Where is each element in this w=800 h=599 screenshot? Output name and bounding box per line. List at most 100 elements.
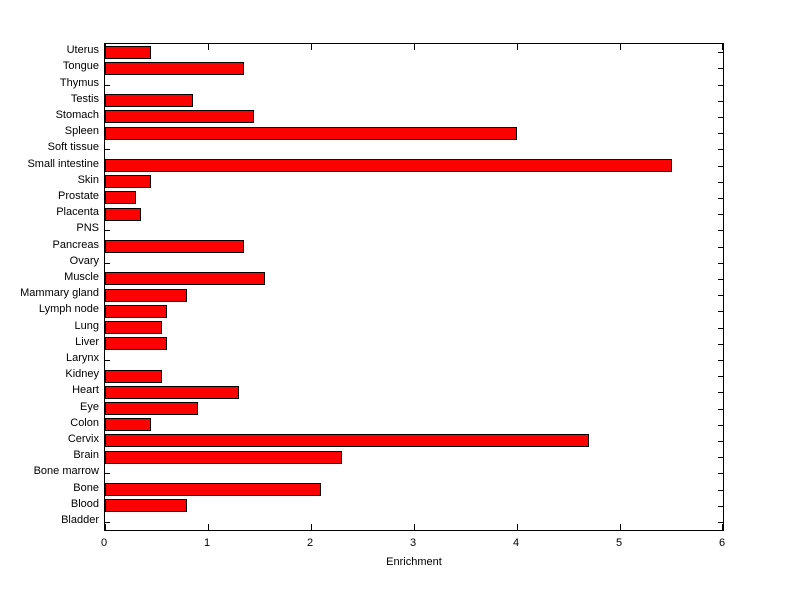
y-tick-label: Heart [72, 384, 99, 397]
bar [105, 370, 162, 383]
bar [105, 110, 254, 123]
y-tick-mark-right [718, 230, 723, 231]
x-axis-title: Enrichment [386, 556, 442, 568]
y-tick-mark-right [718, 133, 723, 134]
y-tick-label: PNS [76, 222, 99, 235]
bar [105, 386, 239, 399]
x-tick-label: 3 [409, 537, 417, 549]
y-tick-label: Brain [73, 449, 99, 462]
y-tick-mark-left [105, 85, 110, 86]
y-tick-label: Muscle [64, 270, 99, 283]
x-tick-mark-top [105, 44, 106, 50]
y-tick-label: Testis [70, 92, 99, 105]
y-tick-mark-left [105, 263, 110, 264]
y-tick-label: Tongue [62, 60, 99, 73]
y-tick-mark-right [718, 425, 723, 426]
y-axis: Uterus Tongue Thymus Testis Stomach Spleen Sof… [0, 43, 99, 531]
x-tick-mark-top [722, 44, 723, 50]
y-tick-label: Prostate [58, 189, 99, 202]
y-tick-label: Lymph node [38, 303, 99, 316]
bar [105, 483, 321, 496]
bar [105, 94, 193, 107]
y-tick-label: Kidney [65, 368, 99, 381]
y-tick-mark-left [105, 230, 110, 231]
y-tick-mark-left [105, 360, 110, 361]
bar [105, 418, 151, 431]
y-tick-label: Eye [80, 400, 99, 413]
bar [105, 499, 187, 512]
x-tick-mark-bottom [620, 524, 621, 530]
x-tick-mark-top [414, 44, 415, 50]
y-tick-mark-right [718, 166, 723, 167]
y-tick-mark-right [718, 457, 723, 458]
y-tick-label: Mammary gland [20, 287, 99, 300]
bar [105, 272, 265, 285]
x-tick-mark-bottom [311, 524, 312, 530]
x-tick-mark-bottom [105, 524, 106, 530]
bar [105, 305, 167, 318]
y-tick-mark-right [718, 490, 723, 491]
y-tick-mark-right [718, 198, 723, 199]
y-tick-mark-right [718, 214, 723, 215]
y-tick-label: Thymus [59, 76, 99, 89]
x-tick-mark-top [208, 44, 209, 50]
x-tick-label: 1 [203, 537, 211, 549]
bar [105, 208, 141, 221]
y-tick-label: Larynx [65, 351, 99, 364]
y-tick-mark-left [105, 149, 110, 150]
bar [105, 159, 672, 172]
bar [105, 451, 342, 464]
y-tick-mark-right [718, 506, 723, 507]
y-tick-label: Cervix [67, 432, 99, 445]
bar [105, 240, 244, 253]
y-tick-label: Small intestine [27, 157, 99, 170]
y-tick-mark-right [718, 68, 723, 69]
y-tick-label: Lung [74, 319, 99, 332]
y-tick-label: Soft tissue [47, 141, 99, 154]
y-tick-mark-right [718, 101, 723, 102]
y-tick-mark-right [718, 247, 723, 248]
bar [105, 402, 198, 415]
y-tick-mark-right [718, 117, 723, 118]
y-tick-label: Spleen [64, 125, 99, 138]
y-tick-mark-right [718, 328, 723, 329]
bar [105, 321, 162, 334]
bar [105, 127, 517, 140]
x-tick-mark-bottom [722, 524, 723, 530]
x-tick-label: 6 [718, 537, 726, 549]
y-tick-mark-left [105, 522, 110, 523]
y-tick-label: Placenta [56, 206, 99, 219]
y-tick-label: Liver [75, 335, 99, 348]
bar [105, 191, 136, 204]
y-tick-label: Skin [77, 173, 99, 186]
x-tick-mark-bottom [414, 524, 415, 530]
x-tick-mark-top [620, 44, 621, 50]
x-tick-label: 0 [100, 537, 108, 549]
y-tick-label: Blood [70, 497, 99, 510]
y-tick-mark-right [718, 522, 723, 523]
x-tick-mark-top [311, 44, 312, 50]
y-tick-label: Pancreas [52, 238, 99, 251]
bar [105, 434, 589, 447]
y-tick-label: Uterus [66, 44, 99, 57]
y-tick-label: Bone [73, 481, 99, 494]
y-tick-label: Bladder [61, 513, 99, 526]
plot-area [104, 43, 724, 531]
y-tick-label: Colon [70, 416, 99, 429]
x-tick-mark-top [517, 44, 518, 50]
bar [105, 337, 167, 350]
x-axis: 0 1 2 3 4 5 6 [100, 537, 726, 551]
y-tick-mark-right [718, 409, 723, 410]
y-tick-label: Stomach [55, 108, 99, 121]
y-tick-mark-right [718, 441, 723, 442]
y-tick-mark-right [718, 263, 723, 264]
y-tick-mark-right [718, 360, 723, 361]
y-tick-mark-right [718, 311, 723, 312]
x-tick-label: 2 [306, 537, 314, 549]
bar [105, 175, 151, 188]
y-tick-label: Bone marrow [33, 465, 99, 478]
y-tick-mark-right [718, 149, 723, 150]
x-tick-label: 4 [512, 537, 520, 549]
y-tick-mark-right [718, 376, 723, 377]
